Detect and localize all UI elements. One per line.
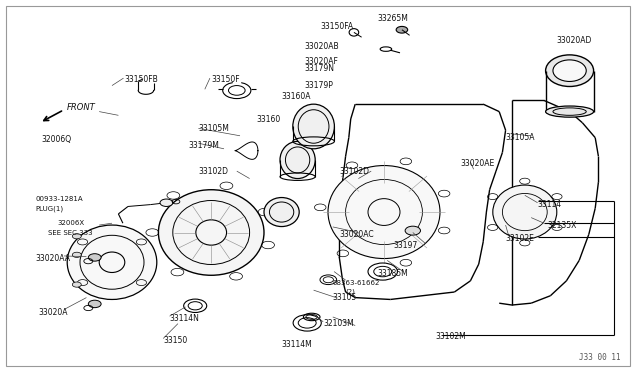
Ellipse shape — [553, 60, 586, 81]
Text: 33105M: 33105M — [198, 124, 229, 133]
Text: 33020AF: 33020AF — [304, 57, 338, 66]
Text: 33114: 33114 — [538, 200, 562, 209]
Text: 33020AB: 33020AB — [304, 42, 339, 51]
Ellipse shape — [293, 104, 335, 149]
Text: 33102D: 33102D — [198, 167, 228, 176]
Text: 33105: 33105 — [333, 293, 357, 302]
Text: SEE SEC.333: SEE SEC.333 — [48, 230, 93, 235]
Ellipse shape — [67, 225, 157, 299]
Text: FRONT: FRONT — [67, 103, 96, 112]
Text: 33114M: 33114M — [282, 340, 312, 349]
Text: 08363-61662: 08363-61662 — [333, 280, 380, 286]
Ellipse shape — [545, 106, 594, 117]
Text: 33150FA: 33150FA — [320, 22, 353, 31]
Text: 33020AD: 33020AD — [557, 36, 592, 45]
Text: 33105A: 33105A — [506, 133, 535, 142]
Circle shape — [72, 282, 81, 287]
Text: 33265M: 33265M — [378, 14, 408, 23]
Text: 32103M: 32103M — [323, 319, 354, 328]
Text: 33197: 33197 — [394, 241, 418, 250]
Text: 33179P: 33179P — [304, 81, 333, 90]
Ellipse shape — [158, 190, 264, 275]
Circle shape — [72, 234, 81, 239]
Text: 33179N: 33179N — [304, 64, 334, 73]
Circle shape — [405, 226, 420, 235]
Ellipse shape — [328, 166, 440, 259]
Circle shape — [396, 26, 408, 33]
Circle shape — [88, 300, 101, 308]
Circle shape — [88, 254, 101, 261]
Text: 33102M: 33102M — [435, 332, 466, 341]
Ellipse shape — [493, 185, 557, 239]
Text: PLUG(1): PLUG(1) — [35, 205, 63, 212]
Text: 33150: 33150 — [163, 336, 188, 345]
Text: 33160A: 33160A — [282, 92, 311, 101]
Circle shape — [72, 252, 81, 257]
Text: 33020AC: 33020AC — [339, 230, 374, 239]
Ellipse shape — [264, 198, 300, 227]
Text: (2): (2) — [346, 289, 355, 295]
Circle shape — [160, 199, 173, 206]
Text: 33179M: 33179M — [189, 141, 220, 150]
Text: 33114N: 33114N — [170, 314, 200, 323]
Text: 32006X: 32006X — [58, 220, 84, 226]
Text: 33102E: 33102E — [506, 234, 534, 243]
Text: 33160: 33160 — [256, 115, 280, 124]
Text: 00933-1281A: 00933-1281A — [35, 196, 83, 202]
Text: 33185M: 33185M — [378, 269, 408, 278]
Text: 32006Q: 32006Q — [42, 135, 72, 144]
Ellipse shape — [545, 55, 594, 86]
Text: 33102D: 33102D — [339, 167, 369, 176]
Text: 33150FB: 33150FB — [125, 76, 159, 84]
Text: 33150F: 33150F — [211, 76, 240, 84]
Text: 32135X: 32135X — [547, 221, 577, 230]
Ellipse shape — [280, 141, 316, 179]
Text: J33 00 11: J33 00 11 — [579, 353, 621, 362]
Text: 33020A: 33020A — [38, 308, 68, 317]
Text: 33020AE: 33020AE — [461, 159, 495, 168]
Text: 33020AA: 33020AA — [35, 254, 70, 263]
